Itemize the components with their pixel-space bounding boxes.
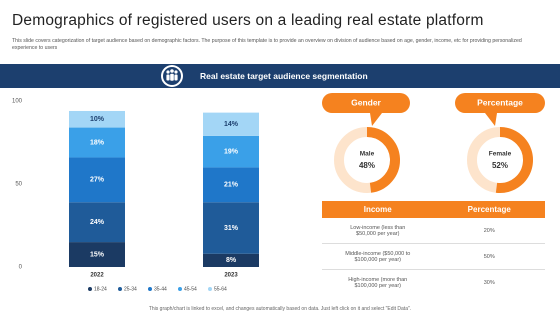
data-label: 8%: [226, 257, 237, 264]
donut-value: 52%: [492, 161, 508, 170]
table-row: High-income (more than $100,000 per year…: [322, 270, 545, 295]
data-label: 31%: [224, 225, 239, 232]
data-label: 14%: [224, 121, 239, 128]
header-cell: Percentage: [467, 205, 511, 214]
legend-label: 25-34: [124, 286, 137, 292]
bar-segment: [69, 127, 125, 158]
percentage-heading: Percentage: [477, 97, 523, 107]
legend-swatch: [148, 287, 152, 291]
table-cell: 50%: [483, 253, 495, 260]
bar-segment: [69, 202, 125, 243]
data-label: 21%: [224, 182, 239, 189]
data-label: 27%: [90, 177, 105, 184]
people-icon: [166, 69, 178, 81]
table-cell: Middle-income ($50,000 to $100,000 per y…: [345, 250, 411, 263]
donut-title: Female: [489, 151, 512, 158]
bar-segment: [203, 112, 259, 136]
bar-segment: [69, 157, 125, 203]
percentage-callout: [455, 93, 545, 126]
table-cell: 30%: [483, 279, 495, 286]
y-tick-label: 100: [12, 99, 23, 105]
legend-label: 55-64: [214, 286, 227, 292]
bar-segment: [203, 167, 259, 203]
donut-arc: [495, 127, 533, 193]
donut-title: Male: [360, 151, 375, 158]
subtitle: This slide covers categorization of targ…: [12, 38, 522, 51]
table-row: Middle-income ($50,000 to $100,000 per y…: [322, 244, 545, 270]
table-cell: 20%: [483, 227, 495, 234]
income-table: Income Percentage Low-income (less than …: [322, 201, 545, 295]
header-cell: Income: [363, 205, 392, 214]
legend-label: 45-54: [184, 286, 197, 292]
data-label: 15%: [90, 251, 105, 258]
legend-swatch: [208, 287, 212, 291]
legend-swatch: [88, 287, 92, 291]
bar-segment: [203, 253, 259, 267]
data-label: 24%: [90, 219, 105, 226]
legend-label: 35-44: [154, 286, 167, 292]
gender-heading: Gender: [351, 97, 381, 107]
table-header: Income Percentage: [322, 201, 545, 218]
bar-segment: [69, 242, 125, 267]
table-cell: Low-income (less than $50,000 per year): [350, 224, 406, 237]
bar-segment: [69, 110, 125, 128]
banner-text: Real estate target audience segmentation: [200, 71, 368, 81]
legend-swatch: [118, 287, 122, 291]
x-tick-label: 2023: [224, 273, 238, 279]
footer: This graph/chart is linked to excel, and…: [148, 306, 412, 312]
y-tick-label: 50: [15, 182, 22, 188]
data-label: 19%: [224, 148, 239, 155]
donut-arc: [366, 127, 400, 193]
data-label: 10%: [90, 116, 105, 123]
table-row: Low-income (less than $50,000 per year) …: [322, 218, 545, 244]
bar-segment: [203, 135, 259, 168]
data-label: 18%: [90, 139, 105, 146]
title: Demographics of registered users on a le…: [12, 12, 484, 29]
legend-label: 18-24: [94, 286, 107, 292]
x-tick-label: 2022: [90, 273, 104, 279]
donut-value: 48%: [359, 161, 375, 170]
legend-swatch: [178, 287, 182, 291]
banner: [0, 64, 560, 88]
table-cell: High-income (more than $100,000 per year…: [348, 276, 408, 289]
bar-segment: [203, 202, 259, 254]
gender-callout: [322, 93, 410, 126]
y-tick-label: 0: [19, 265, 23, 271]
